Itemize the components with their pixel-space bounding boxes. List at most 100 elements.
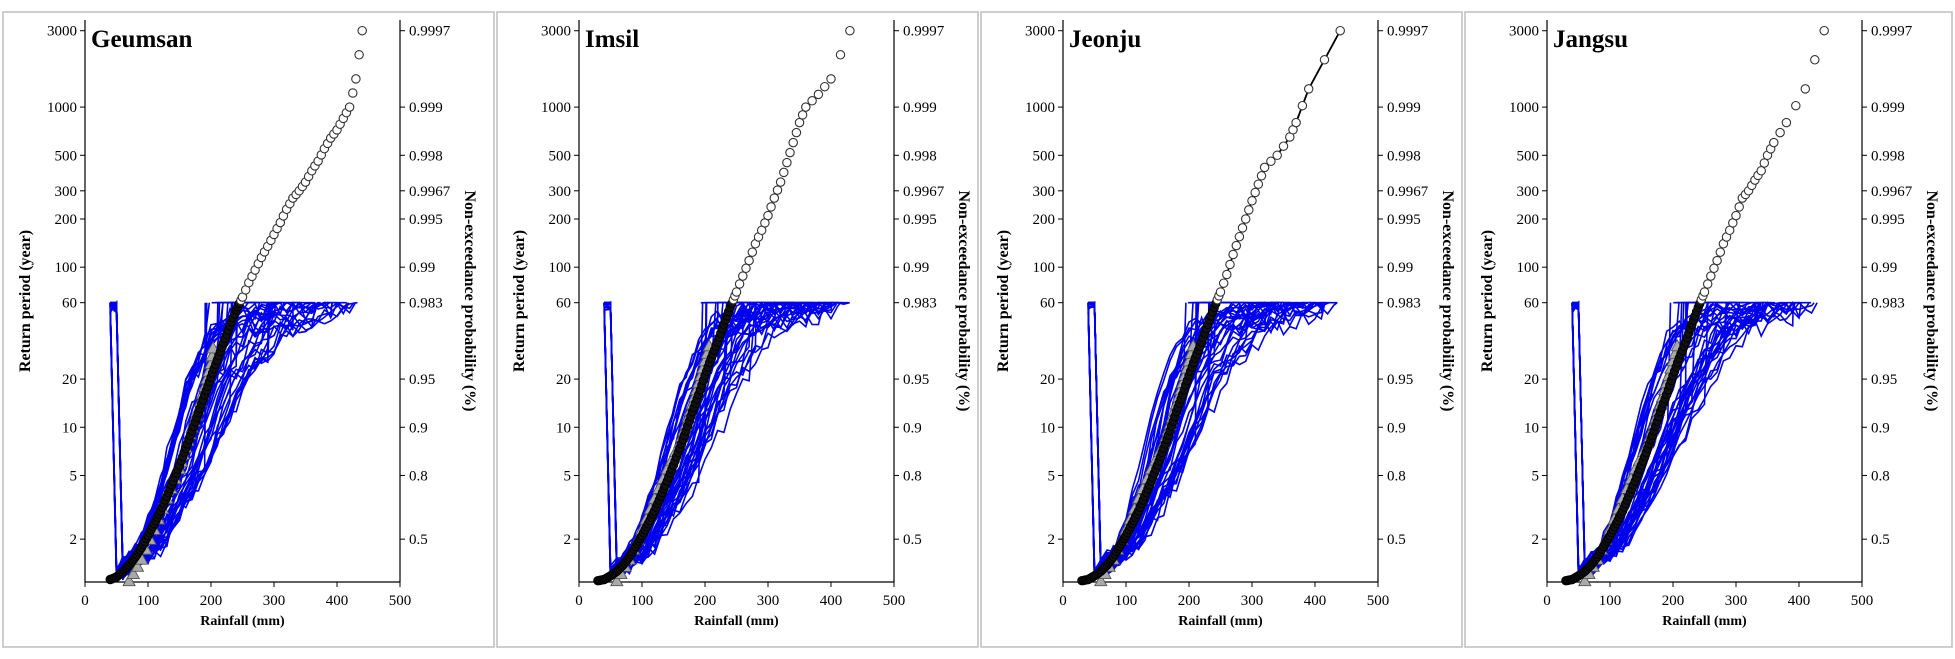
chart-panel-jangsu: 0 100 200 300 400 500 2 5 10 20 60 100 200 300 500 1000… bbox=[1464, 11, 1953, 648]
panel-title: Jangsu bbox=[1553, 26, 1628, 53]
observed-point bbox=[1240, 214, 1251, 224]
observed-point bbox=[826, 74, 836, 84]
y2-tick-label: 0.998 bbox=[1387, 148, 1421, 164]
x-tick-label: 400 bbox=[820, 593, 843, 609]
observed-point bbox=[775, 177, 786, 187]
y-tick-label: 500 bbox=[1517, 148, 1540, 164]
y2-tick-label: 0.5 bbox=[903, 532, 922, 548]
observed-point bbox=[1810, 55, 1820, 65]
y-tick-label: 500 bbox=[549, 148, 572, 164]
y-tick-label: 200 bbox=[55, 212, 78, 228]
y2-tick-label: 0.5 bbox=[1871, 532, 1890, 548]
observed-series bbox=[1077, 25, 1345, 586]
y-tick-label: 5 bbox=[1532, 468, 1540, 484]
y2-tick-label: 0.998 bbox=[1871, 148, 1905, 164]
observed-point bbox=[1303, 84, 1314, 94]
y2-tick-label: 0.95 bbox=[1387, 372, 1413, 388]
triangle-point bbox=[126, 566, 141, 579]
observed-point bbox=[1699, 287, 1710, 297]
observed-point bbox=[351, 74, 361, 84]
y2-axis-title: Non-exceedance probability (%) bbox=[461, 190, 478, 411]
x-tick-label: 500 bbox=[1367, 593, 1390, 609]
y-tick-label: 100 bbox=[55, 260, 78, 276]
y2-tick-label: 0.9 bbox=[1871, 420, 1890, 436]
observed-point bbox=[813, 89, 824, 100]
y2-tick-label: 0.9997 bbox=[903, 24, 945, 40]
y-tick-label: 100 bbox=[1033, 260, 1056, 276]
observed-point bbox=[1228, 249, 1238, 260]
y2-tick-label: 0.995 bbox=[903, 212, 937, 228]
observed-point bbox=[1775, 127, 1785, 138]
observed-point bbox=[1800, 84, 1811, 94]
y2-tick-label: 0.9967 bbox=[1387, 184, 1429, 200]
observed-point bbox=[782, 157, 792, 168]
y2-tick-label: 0.999 bbox=[1871, 100, 1905, 116]
y2-tick-label: 0.995 bbox=[409, 212, 443, 228]
observed-point bbox=[763, 210, 773, 221]
observed-point bbox=[797, 110, 808, 120]
y-tick-label: 10 bbox=[62, 420, 77, 436]
observed-point bbox=[845, 25, 855, 36]
x-tick-label: 300 bbox=[1725, 593, 1748, 609]
y-tick-label: 60 bbox=[1524, 296, 1539, 312]
y-tick-label: 1000 bbox=[47, 100, 77, 116]
x-tick-label: 100 bbox=[137, 593, 160, 609]
y-axis-title: Return period (year) bbox=[511, 230, 528, 372]
y-tick-label: 100 bbox=[1517, 260, 1540, 276]
observed-point bbox=[1702, 279, 1713, 289]
triangle-point bbox=[130, 559, 145, 572]
observed-point bbox=[1756, 166, 1766, 176]
x-axis-title: Rainfall (mm) bbox=[694, 614, 779, 629]
x-tick-label: 300 bbox=[1241, 593, 1264, 609]
simulated-line bbox=[1087, 301, 1290, 578]
y2-tick-label: 0.99 bbox=[903, 260, 929, 276]
y-tick-label: 2 bbox=[1532, 532, 1540, 548]
x-axis-title: Rainfall (mm) bbox=[1178, 614, 1263, 629]
x-tick-label: 400 bbox=[326, 593, 349, 609]
panel-title: Jeonju bbox=[1069, 26, 1141, 53]
y-tick-label: 3000 bbox=[1509, 24, 1539, 40]
y-tick-label: 10 bbox=[1040, 420, 1055, 436]
simulated-line bbox=[1572, 301, 1762, 577]
y2-tick-label: 0.8 bbox=[1387, 468, 1406, 484]
observed-series bbox=[1561, 25, 1829, 586]
simulated-line bbox=[109, 302, 249, 571]
y2-tick-label: 0.5 bbox=[1387, 532, 1406, 548]
y-tick-label: 5 bbox=[564, 468, 572, 484]
y2-tick-label: 0.99 bbox=[1871, 260, 1897, 276]
y2-axis-title: Non-exceedance probability (%) bbox=[955, 190, 972, 411]
observed-point bbox=[354, 50, 364, 60]
y2-tick-label: 0.999 bbox=[903, 100, 937, 116]
y-tick-label: 2 bbox=[564, 532, 572, 548]
observed-point bbox=[738, 271, 748, 281]
x-axis-title: Rainfall (mm) bbox=[200, 614, 285, 629]
x-tick-label: 0 bbox=[1059, 593, 1067, 609]
y2-tick-label: 0.5 bbox=[409, 532, 428, 548]
simulated-line bbox=[1571, 300, 1815, 572]
panel-title: Imsil bbox=[585, 26, 639, 53]
y-tick-label: 1000 bbox=[541, 100, 571, 116]
chart-panel-jeonju: 0 100 200 300 400 500 2 5 10 20 60 100 200 300 500 1000… bbox=[980, 11, 1463, 648]
observed-point bbox=[1706, 271, 1716, 281]
observed-point bbox=[1272, 150, 1282, 161]
y2-axis-title: Non-exceedance probability (%) bbox=[1923, 190, 1940, 411]
y-tick-label: 5 bbox=[70, 468, 78, 484]
y-tick-label: 2 bbox=[70, 532, 78, 548]
y2-tick-label: 0.983 bbox=[1871, 296, 1905, 312]
y-tick-label: 20 bbox=[1040, 372, 1055, 388]
observed-point bbox=[741, 263, 751, 274]
observed-point bbox=[1709, 263, 1719, 274]
x-tick-label: 200 bbox=[1178, 593, 1201, 609]
y-tick-label: 500 bbox=[55, 148, 78, 164]
y-tick-label: 10 bbox=[1524, 420, 1539, 436]
observed-point bbox=[1769, 137, 1779, 148]
y2-tick-label: 0.99 bbox=[409, 260, 435, 276]
triangle-point bbox=[122, 573, 136, 587]
observed-point bbox=[744, 255, 754, 266]
y2-tick-label: 0.9967 bbox=[1871, 184, 1913, 200]
y-tick-label: 300 bbox=[1517, 184, 1540, 200]
x-axis-title: Rainfall (mm) bbox=[1662, 614, 1747, 629]
y-tick-label: 200 bbox=[549, 212, 572, 228]
observed-point bbox=[1278, 141, 1289, 151]
